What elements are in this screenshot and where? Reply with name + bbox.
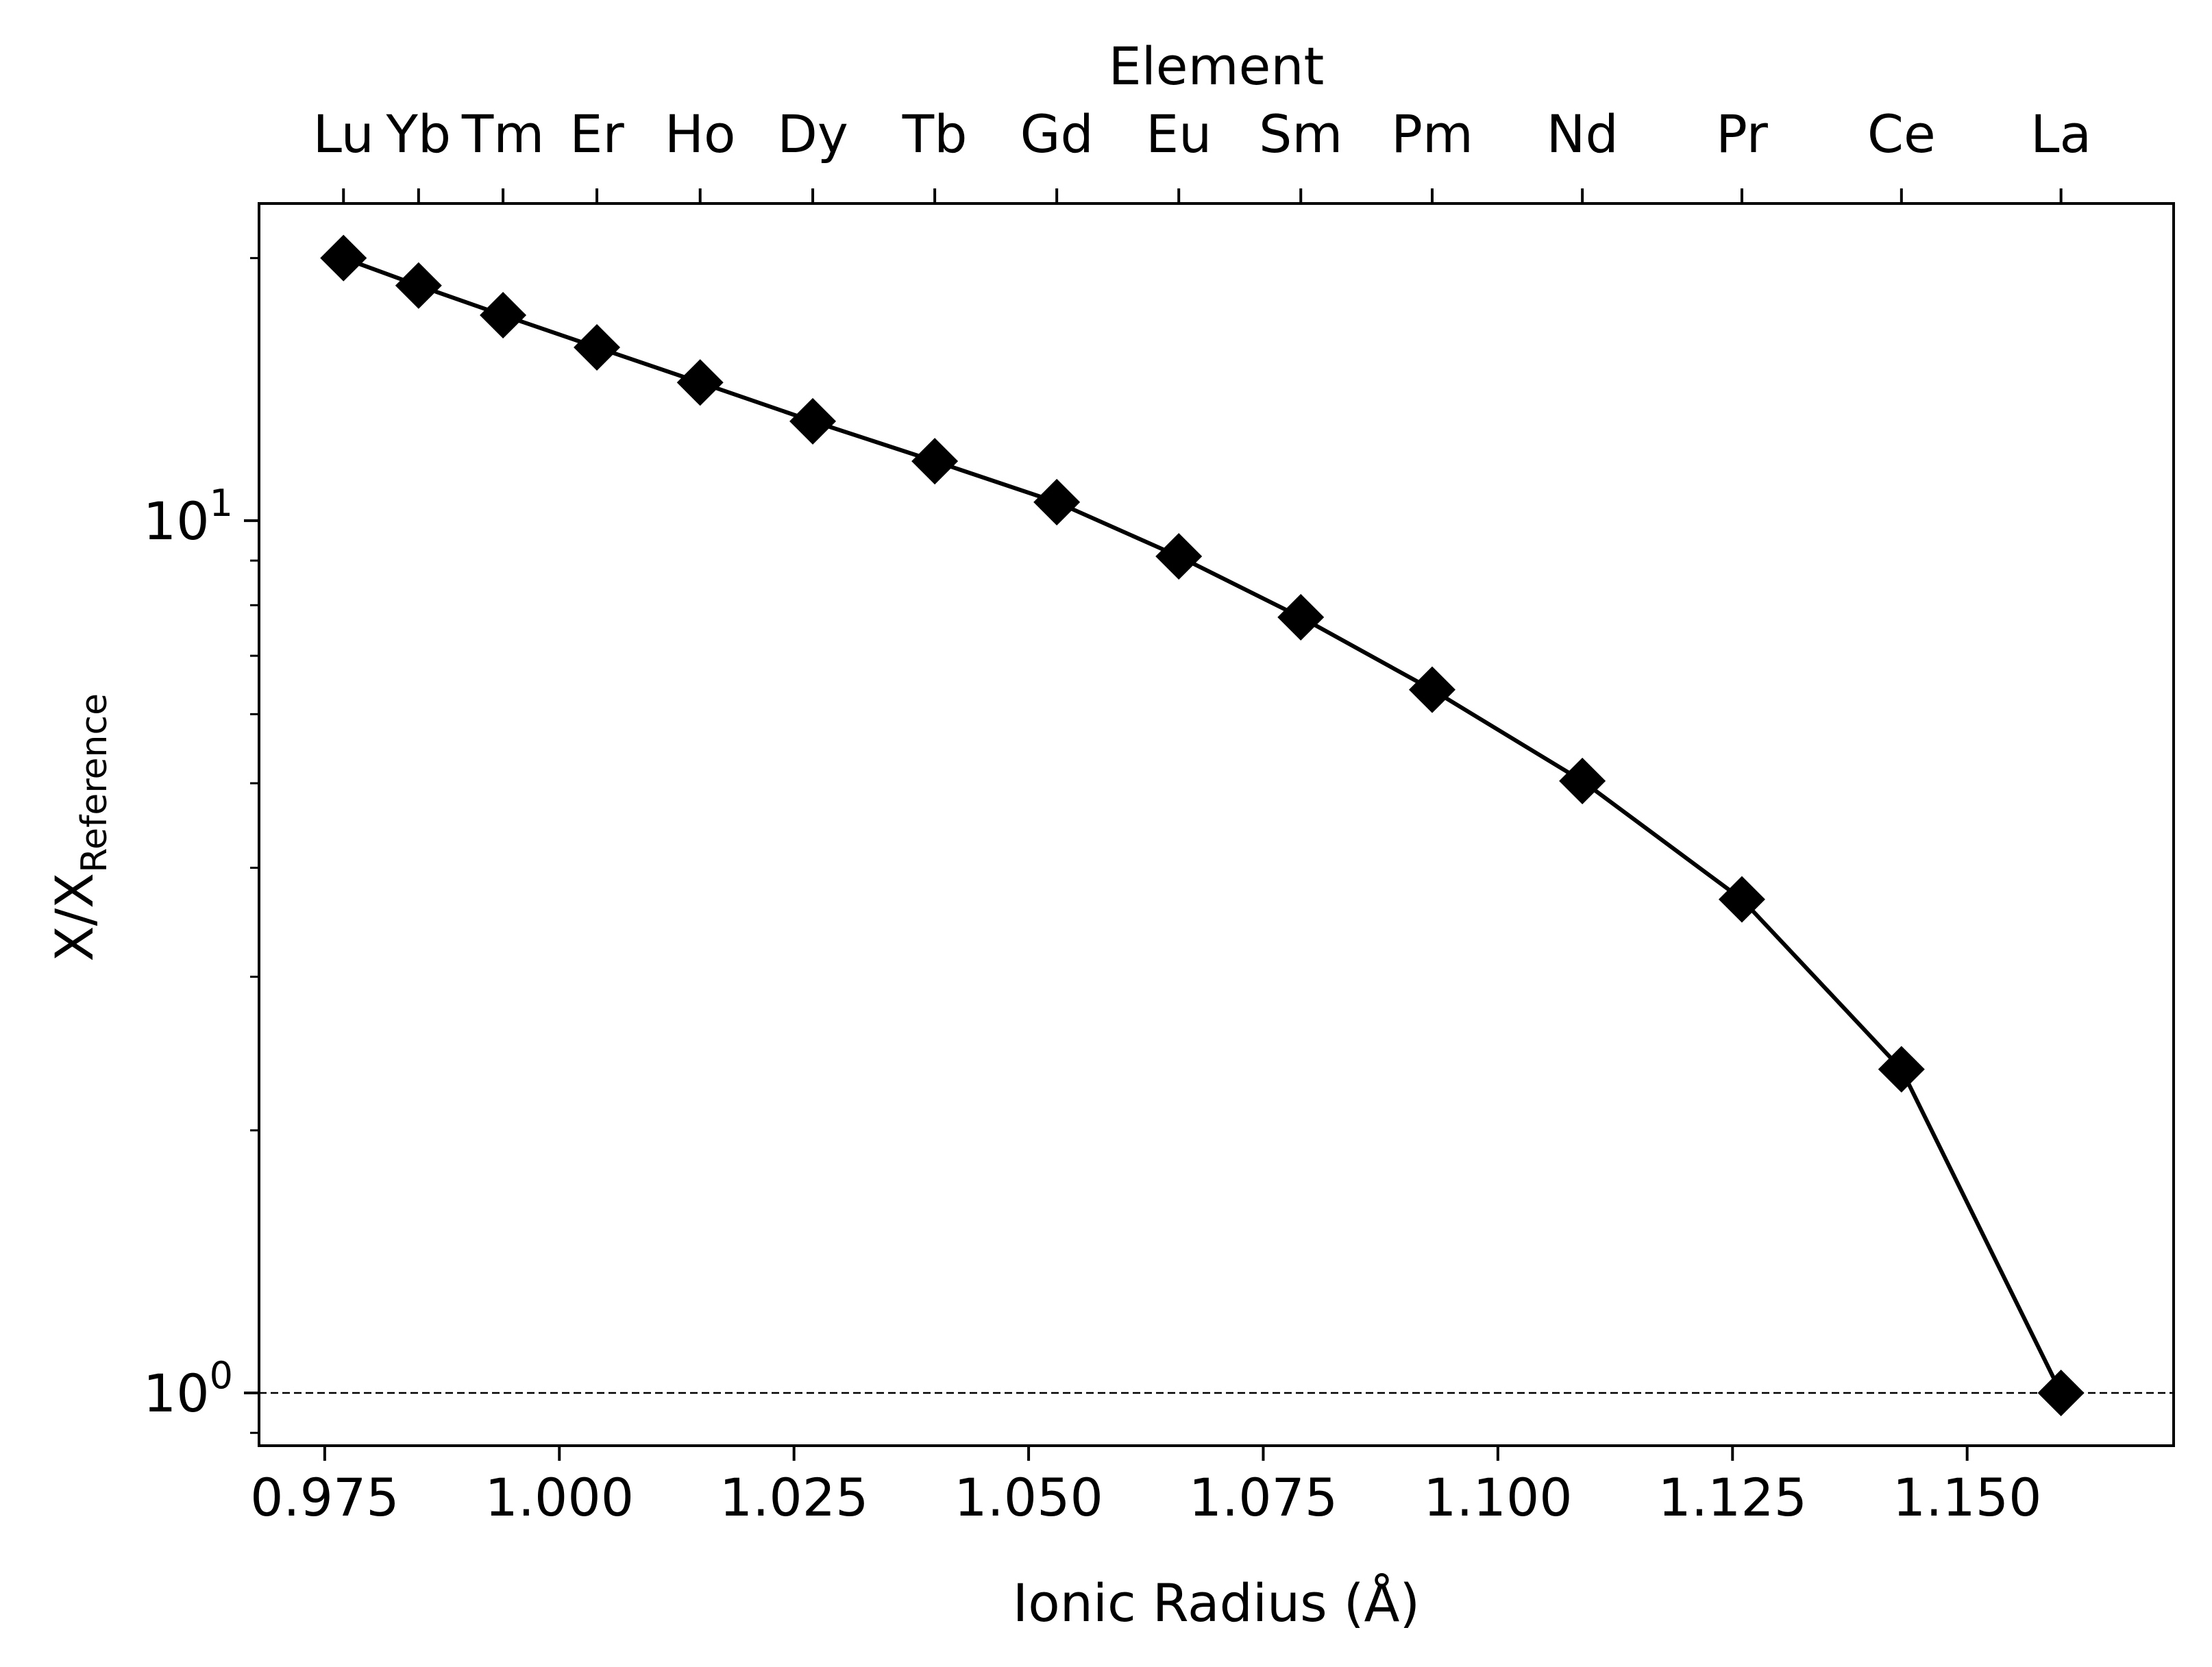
x-axis-title: Ionic Radius (Å) xyxy=(1013,1572,1420,1633)
top-tick-label: Ce xyxy=(1867,103,1936,164)
x-tick-label: 1.000 xyxy=(484,1467,634,1528)
top-tick-label: Pm xyxy=(1391,103,1473,164)
data-point-eu xyxy=(1155,533,1203,580)
svg-text:X/XReference: X/XReference xyxy=(44,693,115,962)
x-tick-label: 1.150 xyxy=(1893,1467,2042,1528)
y-tick-label: 101 xyxy=(143,482,233,552)
data-point-lu xyxy=(320,234,367,282)
data-point-gd xyxy=(1033,478,1081,526)
top-tick-label: Yb xyxy=(385,103,451,164)
top-tick-label: Eu xyxy=(1146,103,1212,164)
data-point-er xyxy=(574,324,621,371)
data-point-la xyxy=(2037,1370,2085,1417)
top-tick-label: Nd xyxy=(1547,103,1619,164)
x-tick-label: 0.975 xyxy=(250,1467,400,1528)
top-tick-label: Pr xyxy=(1716,103,1768,164)
x-tick-label: 1.025 xyxy=(720,1467,869,1528)
top-tick-label: Ho xyxy=(665,103,736,164)
x-tick-label: 1.075 xyxy=(1189,1467,1338,1528)
data-point-pm xyxy=(1409,666,1456,713)
data-point-tb xyxy=(911,438,959,485)
axes-frame xyxy=(258,202,2175,1447)
data-point-sm xyxy=(1277,593,1325,641)
top-tick-label: Gd xyxy=(1020,103,1094,164)
data-point-nd xyxy=(1559,757,1606,804)
x-tick-label: 1.050 xyxy=(954,1467,1103,1528)
top-tick-label: Dy xyxy=(777,103,848,164)
data-point-pr xyxy=(1718,876,1765,923)
data-point-ce xyxy=(1878,1046,1925,1093)
x-tick-label: 1.125 xyxy=(1658,1467,1807,1528)
plot-area xyxy=(259,234,2174,1417)
top-tick-label: Tm xyxy=(461,103,544,164)
top-axis-title: Element xyxy=(1109,36,1325,97)
data-point-dy xyxy=(789,397,837,445)
y-axis-title-subscript: Reference xyxy=(74,693,115,873)
data-point-yb xyxy=(395,262,442,309)
y-axis-title: X/XReference xyxy=(44,693,115,962)
top-tick-label: Er xyxy=(569,103,624,164)
axis-ticks: 0.975 1.000 1.025 1.050 1.075 1.100 1.125 1.150… xyxy=(143,103,2091,1528)
y-tick-label: 100 xyxy=(143,1354,233,1424)
y-axis-title-main: X/X xyxy=(44,873,105,962)
top-tick-label: La xyxy=(2030,103,2091,164)
data-point-tm xyxy=(480,292,527,339)
top-tick-label: Lu xyxy=(313,103,374,164)
top-tick-label: Sm xyxy=(1259,103,1342,164)
top-tick-label: Tb xyxy=(902,103,968,164)
data-point-ho xyxy=(676,359,724,406)
x-tick-label: 1.100 xyxy=(1423,1467,1573,1528)
